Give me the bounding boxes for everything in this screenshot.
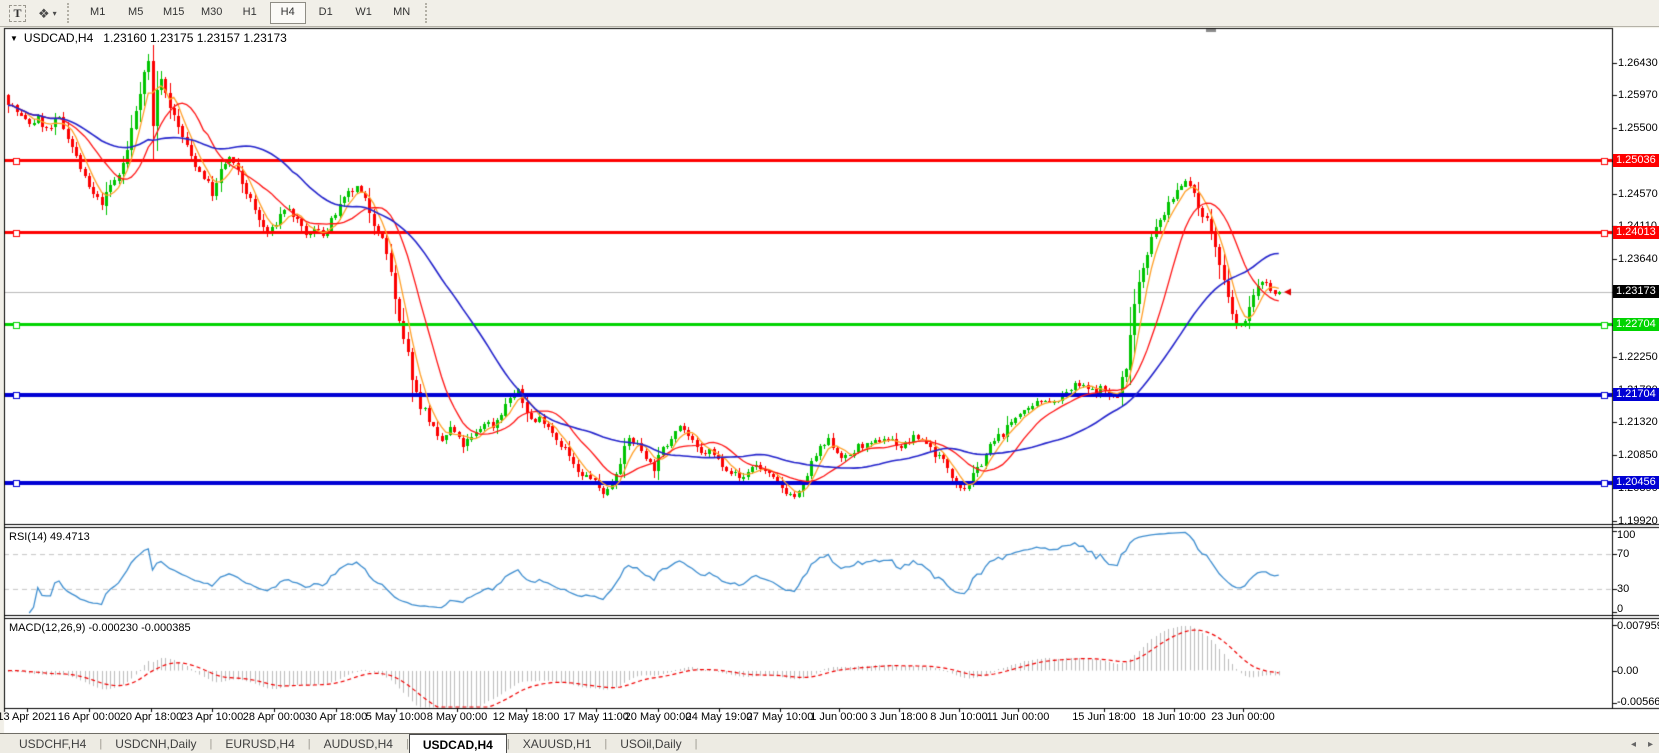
rsi-indicator-label: RSI(14) 49.4713 xyxy=(9,531,90,543)
price-tick-label: 1.19920 xyxy=(1618,514,1658,527)
chart-tab-audusd[interactable]: AUDUSD,H4 xyxy=(323,737,393,751)
timeframe-button-h1[interactable]: H1 xyxy=(242,6,257,18)
time-tick-label: 28 Apr 00:00 xyxy=(242,711,306,723)
price-tick-label: 1.25970 xyxy=(1618,89,1658,102)
tab-separator: | xyxy=(99,738,103,750)
rsi-tick-label: 0 xyxy=(1617,603,1624,615)
timeframe-button-m15[interactable]: M15 xyxy=(162,6,185,18)
text-tool-icon: T xyxy=(9,4,26,22)
current-price-badge: 1.23173 xyxy=(1613,285,1659,298)
timeframe-button-m30[interactable]: M30 xyxy=(200,6,223,18)
time-tick-label: 8 Jun 10:00 xyxy=(930,711,988,723)
time-tick-label: 16 Apr 00:00 xyxy=(57,711,121,723)
price-tick-label: 1.20850 xyxy=(1618,449,1658,462)
timeframe-button-mn[interactable]: MN xyxy=(393,6,411,18)
time-tick-label: 27 May 10:00 xyxy=(746,711,814,723)
time-tick-label: 12 May 18:00 xyxy=(492,711,560,723)
time-tick-label: 5 May 10:00 xyxy=(365,711,427,723)
timeframe-button-h4[interactable]: H4 xyxy=(269,2,306,24)
time-tick-label: 20 May 00:00 xyxy=(624,711,692,723)
timeframe-button-d1[interactable]: D1 xyxy=(318,6,333,18)
arrows-tool-button[interactable]: ❖ ▾ xyxy=(33,3,62,23)
text-tool-button[interactable]: T xyxy=(4,3,31,23)
chart-tabs: USDCHF,H4 | USDCNH,Daily | EURUSD,H4 | AUDUSD,… xyxy=(6,734,697,753)
tab-separator: | xyxy=(209,738,213,750)
macd-tick-label: 0.00 xyxy=(1617,664,1639,677)
tab-separator: | xyxy=(405,738,409,750)
rsi-value: 49.4713 xyxy=(49,531,90,543)
time-tick-label: 1 Jun 00:00 xyxy=(810,711,868,723)
toolbar-grip xyxy=(66,3,75,23)
rsi-tick-label: 70 xyxy=(1617,548,1630,561)
chart-tab-usoil[interactable]: USOil,Daily xyxy=(620,737,682,751)
time-tick-label: 23 Apr 10:00 xyxy=(180,711,244,723)
chart-tab-usdcad[interactable]: USDCAD,H4 xyxy=(408,734,507,753)
chart-title: ▼ USDCAD,H4 1.23160 1.23175 1.23157 1.23… xyxy=(10,31,287,45)
chart-ohlc-values: 1.23160 1.23175 1.23157 1.23173 xyxy=(103,31,287,45)
timeframe-button-m5[interactable]: M5 xyxy=(128,6,144,18)
rsi-tick-label: 100 xyxy=(1617,529,1636,541)
chart-tab-usdchf[interactable]: USDCHF,H4 xyxy=(19,737,87,751)
tab-scroll-arrows: ◂ ▸ xyxy=(1631,734,1653,753)
time-tick-label: 13 Apr 2021 xyxy=(0,711,57,723)
tab-separator: | xyxy=(694,738,698,750)
macd-values: -0.000230 -0.000385 xyxy=(88,622,191,634)
tab-separator: | xyxy=(604,738,608,750)
time-tick-label: 24 May 19:00 xyxy=(685,711,753,723)
price-tick-label: 1.23640 xyxy=(1618,253,1658,266)
time-tick-label: 17 May 11:00 xyxy=(563,711,629,723)
time-tick-label: 8 May 00:00 xyxy=(426,711,488,723)
tab-scroll-right-icon[interactable]: ▸ xyxy=(1647,738,1653,750)
macd-tick-label: 0.007959 xyxy=(1617,620,1659,632)
tab-scroll-left-icon[interactable]: ◂ xyxy=(1630,738,1636,750)
chart-tab-bar: USDCHF,H4 | USDCNH,Daily | EURUSD,H4 | AUDUSD,… xyxy=(0,733,1659,753)
macd-name: MACD(12,26,9) xyxy=(9,622,86,634)
price-tick-label: 1.24570 xyxy=(1618,187,1658,200)
price-tick-label: 1.21320 xyxy=(1618,416,1658,429)
macd-indicator-label: MACD(12,26,9) -0.000230 -0.000385 xyxy=(9,622,191,634)
price-tick-label: 1.26430 xyxy=(1618,56,1658,69)
chart-symbol-label: USDCAD,H4 xyxy=(23,31,94,45)
price-tick-label: 1.22250 xyxy=(1618,350,1658,363)
collapse-triangle-icon[interactable]: ▼ xyxy=(10,33,18,43)
time-tick-label: 11 Jun 00:00 xyxy=(986,711,1050,723)
chart-tab-eurusd[interactable]: EURUSD,H4 xyxy=(225,737,295,751)
price-tick-label: 1.25500 xyxy=(1618,122,1658,135)
chevron-down-icon[interactable]: ▾ xyxy=(52,8,57,18)
hline-price-badge: 1.25036 xyxy=(1613,153,1659,167)
hline-price-badge: 1.20456 xyxy=(1613,476,1659,490)
tab-separator: | xyxy=(307,738,311,750)
time-tick-label: 15 Jun 18:00 xyxy=(1072,711,1136,723)
toolbar-grip xyxy=(424,3,433,23)
macd-tick-label: -0.005663 xyxy=(1617,696,1659,708)
time-tick-label: 3 Jun 18:00 xyxy=(870,711,928,723)
arrows-icon: ❖ xyxy=(38,5,50,21)
chart-tab-xauusd[interactable]: XAUUSD,H1 xyxy=(522,737,592,751)
rsi-name: RSI(14) xyxy=(9,531,47,543)
rsi-tick-label: 30 xyxy=(1617,582,1630,595)
time-tick-label: 30 Apr 18:00 xyxy=(304,711,368,723)
hline-price-badge: 1.22704 xyxy=(1613,317,1659,331)
time-tick-label: 20 Apr 18:00 xyxy=(119,711,183,723)
tab-separator: | xyxy=(506,738,510,750)
chart-tab-usdcnh[interactable]: USDCNH,Daily xyxy=(115,737,197,751)
time-tick-label: 23 Jun 00:00 xyxy=(1211,711,1275,723)
timeframe-button-m1[interactable]: M1 xyxy=(90,6,106,18)
time-tick-label: 18 Jun 10:00 xyxy=(1142,711,1206,723)
hline-price-badge: 1.24013 xyxy=(1613,225,1659,239)
toolbar: T ❖ ▾ M1 M5 M15 M30 H1 H4 D1 W1 MN xyxy=(0,0,1659,27)
timeframe-button-w1[interactable]: W1 xyxy=(355,6,372,18)
hline-price-badge: 1.21704 xyxy=(1613,388,1659,402)
timeframe-toolbar: M1 M5 M15 M30 H1 H4 D1 W1 MN xyxy=(79,0,421,26)
